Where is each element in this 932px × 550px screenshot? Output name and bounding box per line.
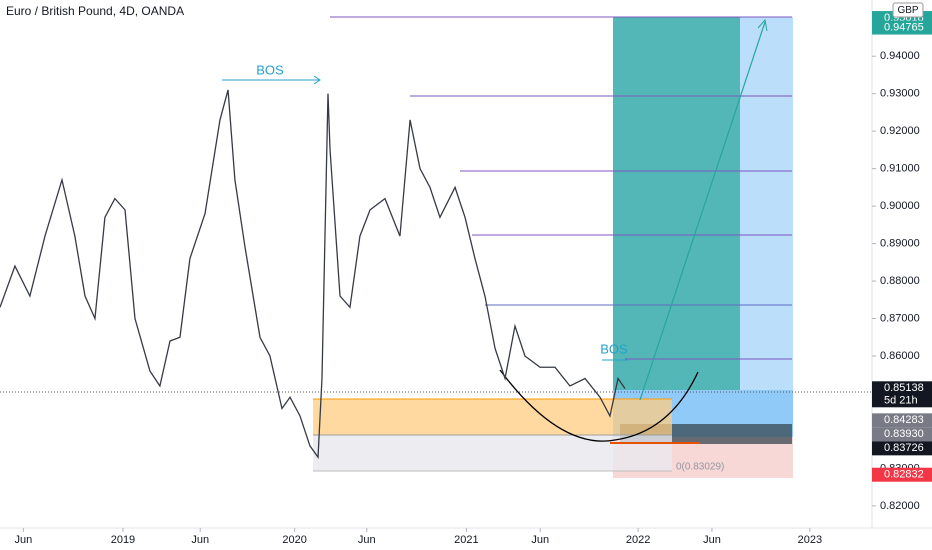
price-badge-label: 0.83930	[884, 428, 924, 440]
y-tick-label: 0.92000	[880, 125, 920, 137]
x-tick-label: 2021	[454, 534, 478, 546]
arrow-head	[757, 18, 768, 32]
y-tick-label: 0.94000	[880, 50, 920, 62]
gray-zone	[313, 435, 672, 471]
target-badge	[872, 20, 932, 35]
y-tick-label: 0.86000	[880, 350, 920, 362]
target-badge-label: 0.94765	[884, 21, 924, 33]
price-badge-label: 0.82832	[884, 469, 924, 481]
y-tick-label: 0.87000	[880, 312, 920, 324]
x-tick-label: Jun	[703, 534, 721, 546]
x-tick-label: 2019	[111, 534, 135, 546]
x-tick-label: 2022	[626, 534, 650, 546]
x-tick-label: Jun	[14, 534, 32, 546]
x-tick-label: Jun	[531, 534, 549, 546]
y-tick-label: 0.91000	[880, 163, 920, 175]
target-arrow	[639, 21, 766, 401]
y-tick-label: 0.82000	[880, 500, 920, 512]
price-line	[0, 89, 626, 460]
countdown-badge	[872, 394, 932, 408]
price-badge	[872, 427, 932, 442]
fib-label: 0(0.83029)	[676, 462, 724, 473]
price-badge	[872, 467, 932, 482]
price-badge-label: 0.83726	[884, 442, 924, 454]
y-tick-label: 0.88000	[880, 275, 920, 287]
arrow-head	[313, 75, 321, 85]
y-tick-label: 0.93000	[880, 88, 920, 100]
price-badge	[872, 413, 932, 428]
y-tick-label: 0.89000	[880, 237, 920, 249]
price-badge	[872, 441, 932, 456]
chart-title: Euro / British Pound, 4D, OANDA	[6, 4, 184, 18]
price-badge-label: 0.84283	[884, 414, 924, 426]
profit-zone	[613, 17, 740, 425]
x-tick-label: 2023	[798, 534, 822, 546]
bos-label: BOS	[600, 341, 628, 356]
levels	[330, 16, 792, 360]
currency-box	[892, 2, 924, 18]
demand-zone	[313, 399, 672, 435]
countdown: 5d 21h	[884, 395, 918, 407]
currency: GBP	[897, 5, 918, 16]
price-badge-label: 0.85138	[884, 382, 924, 394]
bos-label: BOS	[256, 62, 284, 77]
curve	[499, 369, 699, 442]
x-tick-label: Jun	[191, 534, 209, 546]
y-tick-label: 0.90000	[880, 200, 920, 212]
x-tick-label: 2020	[282, 534, 306, 546]
x-tick-label: Jun	[358, 534, 376, 546]
price-badge	[872, 381, 932, 396]
